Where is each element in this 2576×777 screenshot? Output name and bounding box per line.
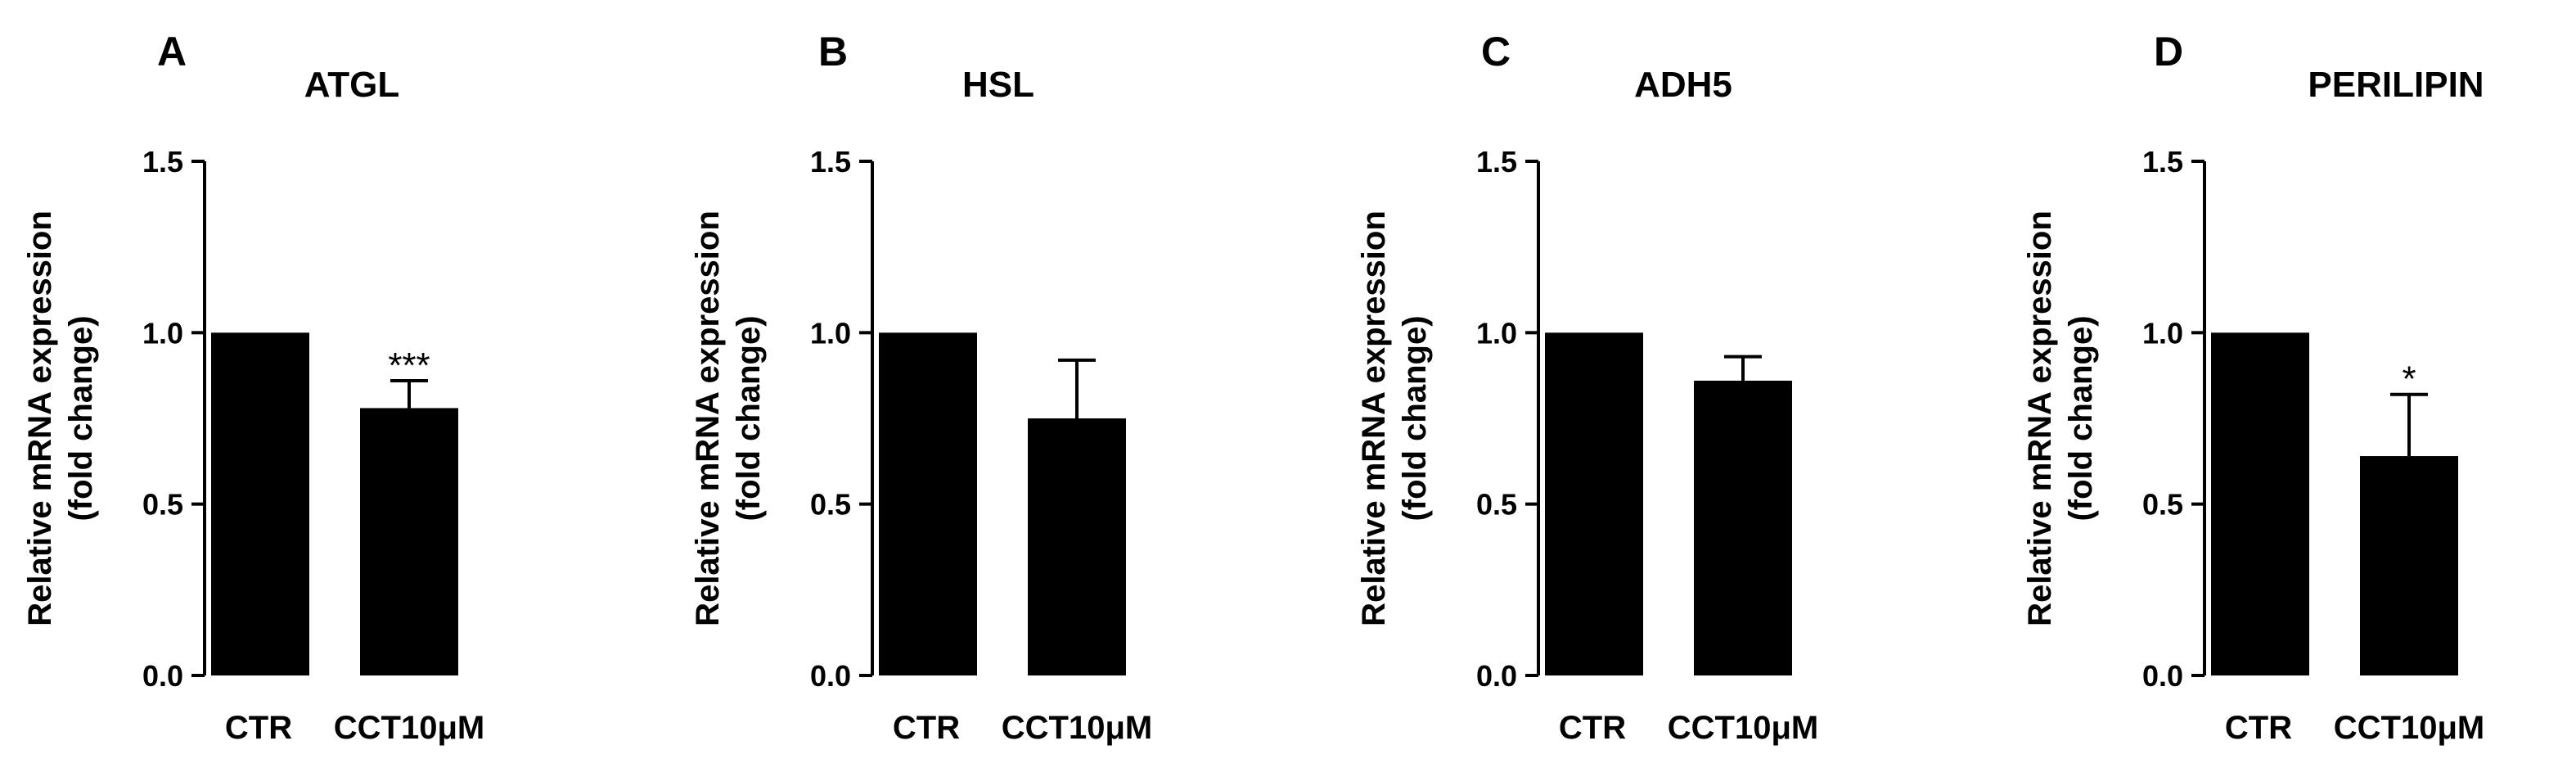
x-category-label: CCT10μM — [1002, 710, 1153, 746]
x-category-label: CTR — [893, 710, 960, 746]
x-category-label: CCT10μM — [2334, 710, 2485, 746]
y-tick-label: 1.0 — [1476, 316, 1517, 350]
y-tick-label: 1.5 — [1476, 145, 1517, 178]
y-tick-label: 0.0 — [142, 659, 183, 693]
y-tick-label: 1.0 — [810, 316, 851, 350]
x-category-label: CTR — [1559, 710, 1626, 746]
chart-panel-b: B HSL Relative mRNA expression (fold change… — [690, 29, 1152, 746]
panel-letter: A — [157, 29, 187, 75]
panel-letter: B — [818, 29, 848, 75]
chart-title: ADH5 — [1634, 65, 1732, 105]
x-category-label: CCT10μM — [334, 710, 485, 746]
y-tick-label: 0.0 — [810, 659, 851, 693]
y-tick-label: 1.5 — [810, 145, 851, 178]
y-tick-label: 1.5 — [2142, 145, 2183, 178]
chart-panel-d: D PERILIPIN Relative mRNA expression (fold … — [2022, 29, 2484, 746]
y-tick-label: 0.5 — [810, 488, 851, 522]
y-tick-label: 0.0 — [2142, 659, 2183, 693]
y-axis-label: (fold change) — [2063, 315, 2099, 521]
y-tick-label: 1.0 — [2142, 316, 2183, 350]
y-axis-label: Relative mRNA expression — [690, 210, 726, 626]
bar-ctr — [2211, 332, 2309, 675]
bar-ctr — [1545, 332, 1643, 675]
bar-cct10-m — [1694, 380, 1792, 675]
x-category-label: CTR — [2225, 710, 2292, 746]
y-axis-label: (fold change) — [731, 315, 767, 521]
y-axis-label: Relative mRNA expression — [22, 210, 58, 626]
chart-title: PERILIPIN — [2308, 65, 2484, 105]
x-category-label: CTR — [225, 710, 292, 746]
panel-letter: C — [1481, 29, 1511, 75]
y-axis-label: Relative mRNA expression — [1356, 210, 1392, 626]
bar-cct10-m — [1028, 418, 1126, 675]
y-axis-label: (fold change) — [1397, 315, 1433, 521]
y-axis-label: (fold change) — [63, 315, 99, 521]
y-tick-label: 0.5 — [2142, 488, 2183, 522]
panel-letter: D — [2154, 29, 2183, 75]
y-tick-label: 1.0 — [142, 316, 183, 350]
chart-panel-c: C ADH5 Relative mRNA expression (fold chang… — [1356, 29, 1818, 746]
y-tick-label: 0.0 — [1476, 659, 1517, 693]
x-category-label: CCT10μM — [1668, 710, 1819, 746]
chart-panel-a: A ATGL Relative mRNA expression (fold chang… — [22, 29, 484, 746]
y-axis-label: Relative mRNA expression — [2022, 210, 2058, 626]
chart-title: ATGL — [304, 65, 400, 105]
significance-marker: * — [2402, 359, 2416, 400]
chart-title: HSL — [962, 65, 1034, 105]
significance-marker: *** — [388, 346, 430, 386]
bar-ctr — [879, 332, 977, 675]
bar-cct10-m — [2360, 456, 2458, 675]
y-tick-label: 0.5 — [1476, 488, 1517, 522]
y-tick-label: 0.5 — [142, 488, 183, 522]
y-tick-label: 1.5 — [142, 145, 183, 178]
bar-ctr — [211, 332, 309, 675]
bar-cct10-m — [360, 408, 458, 675]
